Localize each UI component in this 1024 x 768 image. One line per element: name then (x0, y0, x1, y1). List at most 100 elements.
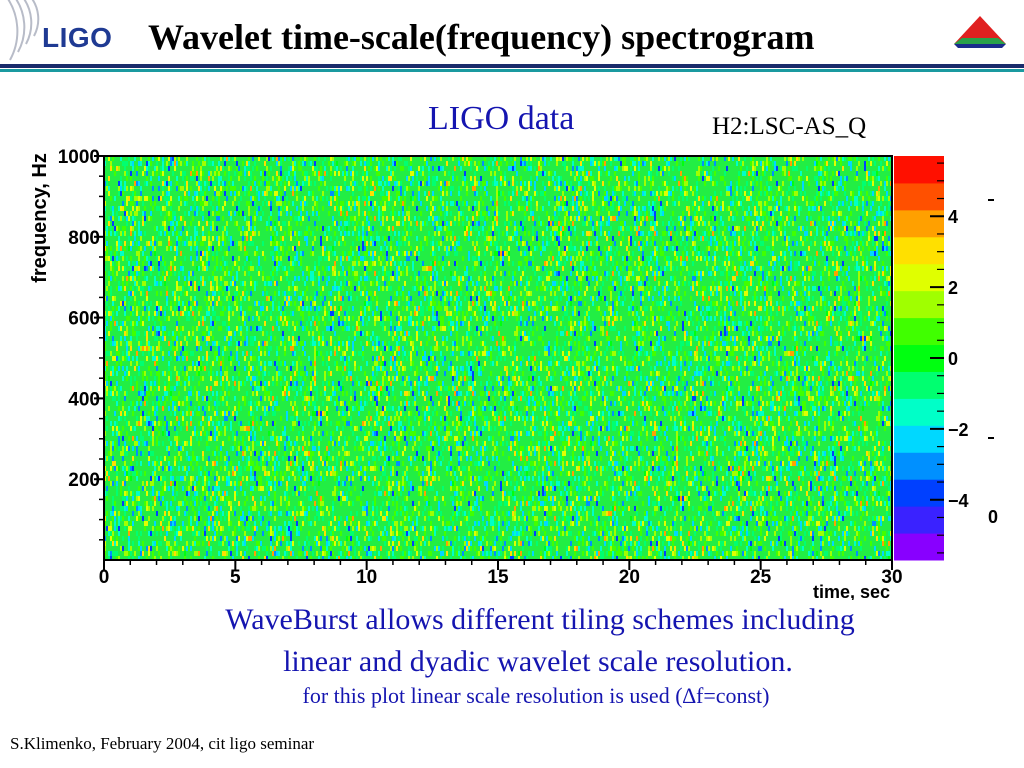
heatmap-cell (314, 421, 316, 426)
heatmap-cell (198, 406, 200, 411)
heatmap-cell (258, 551, 260, 556)
heatmap-cell (136, 196, 138, 201)
heatmap-cell (128, 506, 130, 511)
heatmap-cell (374, 361, 376, 366)
heatmap-cell (172, 476, 174, 481)
heatmap-cell (278, 511, 280, 516)
heatmap-cell (386, 396, 388, 401)
heatmap-cell (262, 456, 264, 461)
heatmap-cell (300, 256, 302, 261)
heatmap-cell (114, 506, 116, 511)
heatmap-cell (330, 201, 332, 206)
heatmap-cell (358, 211, 360, 216)
heatmap-cell (288, 436, 290, 441)
heatmap-cell (284, 491, 286, 496)
heatmap-cell (186, 311, 188, 316)
heatmap-cell (114, 196, 116, 201)
heatmap-cell (116, 556, 118, 561)
heatmap-cell (384, 446, 386, 451)
heatmap-cell (186, 181, 188, 186)
heatmap-cell (152, 381, 154, 386)
heatmap-cell (156, 436, 158, 441)
heatmap-cell (166, 396, 168, 401)
heatmap-cell (324, 466, 326, 471)
heatmap-cell (122, 516, 124, 521)
heatmap-cell (142, 391, 144, 396)
heatmap-cell (116, 361, 118, 366)
heatmap-cell (386, 181, 388, 186)
heatmap-cell (322, 336, 324, 341)
heatmap-cell (174, 346, 176, 351)
heatmap-cell (292, 186, 294, 191)
heatmap-cell (280, 381, 282, 386)
heatmap-cell (374, 521, 376, 526)
heatmap-cell (148, 161, 150, 166)
heatmap-cell (166, 246, 168, 251)
heatmap-cell (234, 436, 236, 441)
heatmap-cell (146, 386, 148, 391)
heatmap-cell (226, 366, 228, 371)
heatmap-cell (352, 556, 354, 561)
heatmap-cell (268, 406, 270, 411)
heatmap-cell (298, 371, 300, 376)
heatmap-cell (108, 191, 110, 196)
heatmap-cell (152, 436, 154, 441)
heatmap-cell (208, 186, 210, 191)
heatmap-cell (196, 191, 198, 196)
heatmap-cell (214, 311, 216, 316)
heatmap-cell (200, 276, 202, 281)
heatmap-cell (184, 441, 186, 446)
heatmap-cell (188, 281, 190, 286)
heatmap-cell (248, 206, 250, 211)
heatmap-cell (280, 376, 282, 381)
heatmap-cell (352, 171, 354, 176)
heatmap-cell (218, 521, 220, 526)
heatmap-cell (294, 411, 296, 416)
heatmap-cell (238, 501, 240, 506)
heatmap-cell (360, 401, 362, 406)
heatmap-cell (122, 206, 124, 211)
heatmap-cell (206, 356, 208, 361)
heatmap-cell (346, 256, 348, 261)
heatmap-cell (250, 336, 252, 341)
heatmap-cell (144, 246, 146, 251)
heatmap-cell (368, 506, 370, 511)
heatmap-cell (344, 271, 346, 276)
heatmap-cell (340, 411, 342, 416)
heatmap-cell (126, 451, 128, 456)
heatmap-cell (212, 306, 214, 311)
heatmap-cell (126, 491, 128, 496)
heatmap-cell (274, 191, 276, 196)
heatmap-cell (272, 546, 274, 551)
heatmap-cell (352, 541, 354, 546)
heatmap-cell (224, 501, 226, 506)
heatmap-cell (224, 286, 226, 291)
heatmap-cell (276, 281, 278, 286)
heatmap-cell (282, 341, 284, 346)
heatmap-cell (374, 316, 376, 321)
heatmap-cell (262, 331, 264, 336)
heatmap-cell (204, 466, 206, 471)
heatmap-cell (268, 531, 270, 536)
heatmap-cell (196, 411, 198, 416)
heatmap-cell (196, 251, 198, 256)
heatmap-cell (338, 271, 340, 276)
heatmap-cell (120, 286, 122, 291)
heatmap-cell (266, 181, 268, 186)
heatmap-cell (316, 306, 318, 311)
heatmap-cell (318, 186, 320, 191)
heatmap-cell (364, 196, 366, 201)
heatmap-cell (126, 496, 128, 501)
heatmap-cell (354, 406, 356, 411)
heatmap-cell (220, 286, 222, 291)
heatmap-cell (150, 531, 152, 536)
heatmap-cell (376, 181, 378, 186)
heatmap-cell (182, 526, 184, 531)
heatmap-cell (196, 341, 198, 346)
heatmap-cell (326, 171, 328, 176)
heatmap-cell (226, 266, 228, 271)
heatmap-cell (266, 201, 268, 206)
heatmap-cell (344, 276, 346, 281)
heatmap-cell (356, 331, 358, 336)
heatmap-cell (230, 551, 232, 556)
